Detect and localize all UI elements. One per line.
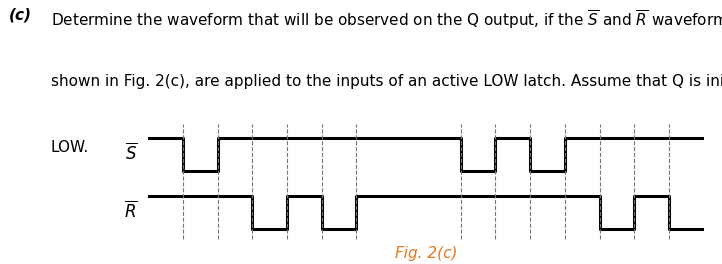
Text: $\overline{R}$: $\overline{R}$ [123, 200, 137, 221]
Text: Determine the waveform that will be observed on the Q output, if the $\overline{: Determine the waveform that will be obse… [51, 8, 722, 31]
Text: Fig. 2(c): Fig. 2(c) [395, 246, 457, 261]
Text: shown in Fig. 2(c), are applied to the inputs of an active LOW latch. Assume tha: shown in Fig. 2(c), are applied to the i… [51, 74, 722, 89]
Text: LOW.: LOW. [51, 140, 89, 155]
Text: $\overline{S}$: $\overline{S}$ [125, 142, 137, 163]
Text: (c): (c) [9, 8, 32, 23]
